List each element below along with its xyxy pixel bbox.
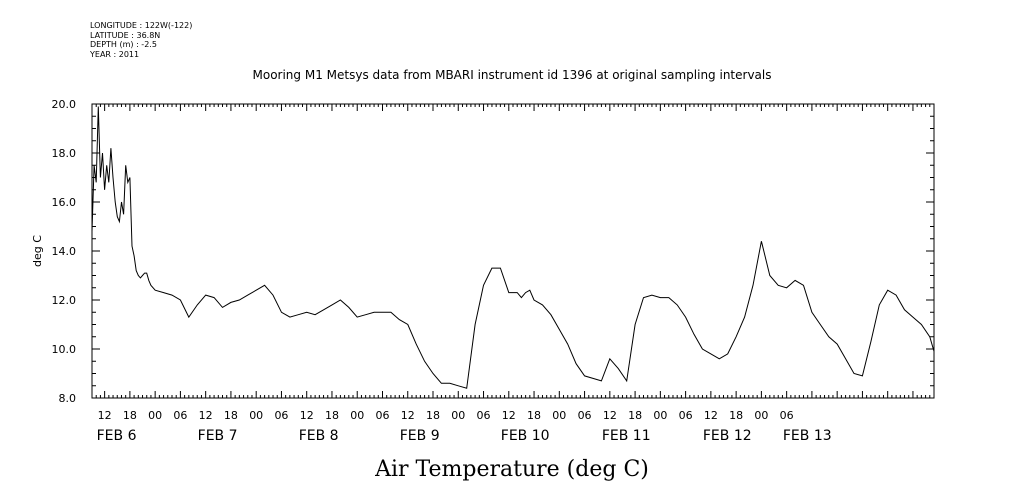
x-hour-label: 00 (148, 409, 162, 422)
x-date-label: FEB 7 (198, 428, 238, 444)
x-date-label: FEB 13 (783, 428, 832, 444)
mooring-metadata: LONGITUDE : 122W(-122) LATITUDE : 36.8N … (90, 21, 192, 59)
x-hour-label: 12 (98, 409, 112, 422)
depth-label: DEPTH (m) : -2.5 (90, 40, 157, 49)
x-hour-label: 06 (578, 409, 592, 422)
y-tick-label: 20.0 (52, 98, 77, 111)
x-hour-label: 00 (350, 409, 364, 422)
x-date-labels: FEB 6 FEB 7 FEB 8 FEB 9 FEB 10 FEB 11 FEB 12 FE… (97, 428, 832, 444)
x-hour-label: 18 (325, 409, 339, 422)
x-hour-label: 06 (375, 409, 389, 422)
y-tick-label: 8.0 (59, 392, 77, 405)
x-date-label: FEB 8 (299, 428, 339, 444)
y-tick-labels: 8.0 10.0 12.0 14.0 16.0 18.0 20.0 (52, 98, 77, 405)
air-temperature-line (91, 106, 935, 389)
x-hour-label: 12 (704, 409, 718, 422)
x-hour-label: 06 (477, 409, 491, 422)
x-hour-label: 00 (754, 409, 768, 422)
x-hour-label: 06 (780, 409, 794, 422)
x-hour-label: 00 (249, 409, 263, 422)
x-hour-label: 12 (502, 409, 516, 422)
x-date-label: FEB 12 (703, 428, 752, 444)
x-hour-label: 12 (300, 409, 314, 422)
x-hour-label: 18 (426, 409, 440, 422)
x-hour-label: 18 (527, 409, 541, 422)
y-tick-label: 16.0 (52, 196, 77, 209)
chart-title: Mooring M1 Metsys data from MBARI instru… (253, 68, 772, 82)
x-hour-label: 06 (679, 409, 693, 422)
x-hour-label: 12 (401, 409, 415, 422)
plot-frame (91, 103, 935, 399)
latitude-label: LATITUDE : 36.8N (90, 30, 161, 40)
y-axis-label: deg C (31, 235, 44, 267)
x-date-label: FEB 6 (97, 428, 137, 444)
x-hour-label: 00 (552, 409, 566, 422)
x-date-label: FEB 11 (602, 428, 651, 444)
x-hour-label: 00 (653, 409, 667, 422)
y-tick-label: 14.0 (52, 245, 77, 258)
axis-ticks (91, 103, 935, 399)
x-hour-label: 06 (173, 409, 187, 422)
x-hour-label: 18 (224, 409, 238, 422)
x-date-label: FEB 10 (501, 428, 550, 444)
x-hour-label: 18 (123, 409, 137, 422)
x-hour-label: 18 (628, 409, 642, 422)
x-axis-title: Air Temperature (deg C) (374, 457, 649, 482)
x-hour-label: 12 (199, 409, 213, 422)
year-label: YEAR : 2011 (90, 49, 140, 59)
x-hour-labels: 12 18 00 06 12 18 00 06 12 18 00 06 12 18 00 06 12 18 00 06… (98, 409, 794, 422)
y-tick-label: 10.0 (52, 343, 77, 356)
y-tick-label: 18.0 (52, 147, 77, 160)
x-hour-label: 00 (451, 409, 465, 422)
x-date-label: FEB 9 (400, 428, 440, 444)
x-hour-label: 18 (729, 409, 743, 422)
y-tick-label: 12.0 (52, 294, 77, 307)
x-hour-label: 12 (603, 409, 617, 422)
x-hour-label: 06 (274, 409, 288, 422)
longitude-label: LONGITUDE : 122W(-122) (90, 21, 193, 30)
